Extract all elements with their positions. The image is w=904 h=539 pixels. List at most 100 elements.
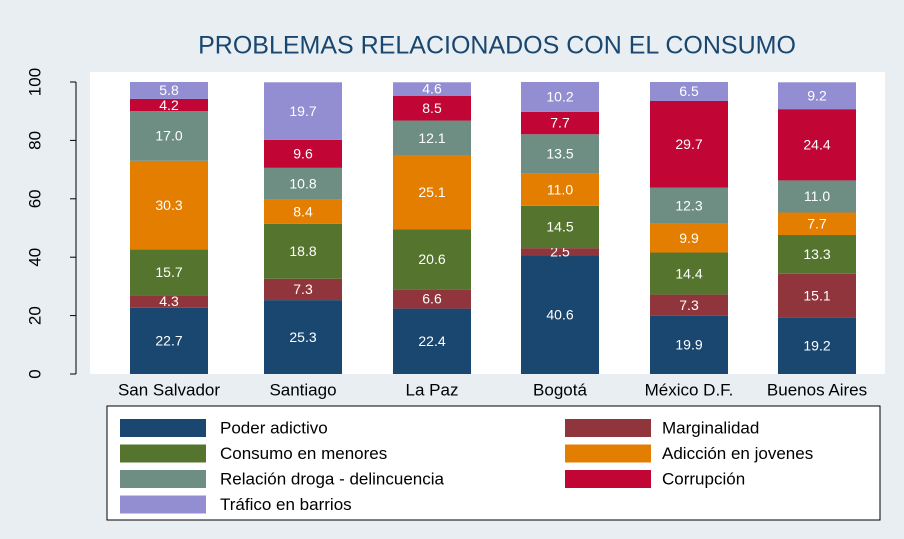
value-label: 22.7 bbox=[155, 333, 182, 349]
bar-segment bbox=[521, 248, 599, 256]
value-label: 4.6 bbox=[422, 81, 442, 97]
bar-segment bbox=[650, 100, 728, 188]
bar-segment bbox=[521, 205, 599, 249]
bar-segment bbox=[264, 223, 342, 279]
value-label: 19.2 bbox=[803, 338, 830, 354]
legend-label: Consumo en menores bbox=[220, 444, 387, 463]
bar-segment bbox=[393, 308, 471, 374]
value-label: 18.8 bbox=[289, 243, 316, 259]
chart-title: PROBLEMAS RELACIONADOS CON EL CONSUMO bbox=[198, 32, 796, 60]
y-tick-label: 0 bbox=[25, 369, 44, 378]
bar-segment bbox=[130, 82, 208, 99]
bar-segment bbox=[130, 295, 208, 308]
bar-segment bbox=[264, 278, 342, 301]
bar-segment bbox=[778, 180, 856, 213]
value-label: 20.6 bbox=[418, 251, 445, 267]
value-label: 13.3 bbox=[803, 246, 830, 262]
value-label: 4.3 bbox=[159, 293, 179, 309]
bar-segment bbox=[264, 139, 342, 168]
value-label: 10.8 bbox=[289, 175, 316, 191]
bar-segment bbox=[264, 82, 342, 140]
legend-box bbox=[106, 405, 881, 521]
bar-segment bbox=[264, 167, 342, 200]
bar-segment bbox=[264, 199, 342, 224]
bar-segment bbox=[521, 173, 599, 206]
value-label: 15.1 bbox=[803, 288, 830, 304]
value-label: 24.4 bbox=[803, 136, 830, 152]
value-label: 7.7 bbox=[807, 215, 827, 231]
legend-label: Adicción en jovenes bbox=[662, 444, 813, 463]
bar-segment bbox=[650, 82, 728, 101]
bar-segment bbox=[264, 300, 342, 374]
bar-segment bbox=[650, 252, 728, 295]
bar-segment bbox=[778, 109, 856, 181]
legend-swatch bbox=[120, 470, 206, 488]
value-label: 30.3 bbox=[155, 197, 182, 213]
value-label: 14.5 bbox=[546, 219, 573, 235]
legend-swatch bbox=[120, 419, 206, 437]
bar-segment bbox=[778, 235, 856, 274]
value-label: 9.9 bbox=[679, 230, 699, 246]
value-label: 8.5 bbox=[422, 100, 442, 116]
legend-swatch bbox=[565, 470, 651, 488]
bar-segment bbox=[778, 273, 856, 318]
value-label: 9.2 bbox=[807, 87, 827, 103]
y-tick-label: 60 bbox=[25, 189, 44, 208]
value-label: 13.5 bbox=[546, 146, 573, 162]
bar-segment bbox=[393, 155, 471, 230]
value-label: 14.4 bbox=[675, 265, 702, 281]
value-label: 29.7 bbox=[675, 136, 702, 152]
bar-segment bbox=[650, 315, 728, 374]
legend-swatch bbox=[565, 444, 651, 463]
bar-segment bbox=[778, 212, 856, 236]
x-tick-label: Bogotá bbox=[533, 380, 587, 399]
bar-segment bbox=[778, 317, 856, 374]
value-label: 11.0 bbox=[547, 181, 573, 197]
value-label: 7.7 bbox=[550, 115, 570, 131]
value-label: 11.0 bbox=[804, 188, 830, 204]
value-label: 6.5 bbox=[679, 83, 699, 99]
bar-segment bbox=[130, 98, 208, 112]
legend-label: Tráfico en barrios bbox=[220, 495, 352, 514]
bar-segment bbox=[521, 82, 599, 112]
value-label: 5.8 bbox=[159, 82, 179, 98]
legend-label: Poder adictivo bbox=[220, 418, 328, 437]
bar-segment bbox=[130, 160, 208, 250]
value-label: 9.6 bbox=[293, 146, 313, 162]
value-label: 19.7 bbox=[289, 103, 316, 119]
x-tick-label: La Paz bbox=[406, 380, 459, 399]
x-tick-label: San Salvador bbox=[118, 380, 220, 399]
value-label: 4.2 bbox=[159, 97, 179, 113]
value-label: 12.3 bbox=[675, 197, 702, 213]
y-tick-label: 20 bbox=[25, 306, 44, 325]
value-label: 10.2 bbox=[546, 89, 573, 105]
bar-segment bbox=[393, 95, 471, 121]
value-label: 25.3 bbox=[289, 329, 316, 345]
bar-segment bbox=[650, 294, 728, 316]
bar-segment bbox=[130, 307, 208, 374]
value-label: 6.6 bbox=[422, 291, 442, 307]
bar-segment bbox=[130, 249, 208, 296]
legend-label: Marginalidad bbox=[662, 418, 759, 437]
y-tick-label: 80 bbox=[25, 131, 44, 150]
bar-segment bbox=[393, 229, 471, 290]
bar-segment bbox=[521, 111, 599, 135]
bar-segment bbox=[778, 82, 856, 110]
value-label: 7.3 bbox=[679, 297, 699, 313]
value-label: 19.9 bbox=[675, 337, 702, 353]
legend-swatch bbox=[120, 495, 206, 514]
bar-segment bbox=[650, 223, 728, 253]
bar-segment bbox=[393, 289, 471, 309]
value-label: 25.1 bbox=[418, 184, 445, 200]
x-tick-label: Buenos Aires bbox=[767, 380, 867, 399]
legend-swatch bbox=[565, 419, 651, 437]
value-label: 15.7 bbox=[155, 264, 182, 280]
bar-segment bbox=[130, 111, 208, 161]
y-tick-label: 100 bbox=[25, 68, 44, 96]
legend-label: Relación droga - delincuencia bbox=[220, 469, 445, 488]
plot-area bbox=[90, 72, 885, 374]
value-label: 17.0 bbox=[155, 128, 182, 144]
bar-segment bbox=[521, 255, 599, 374]
bar-segment bbox=[393, 82, 471, 96]
